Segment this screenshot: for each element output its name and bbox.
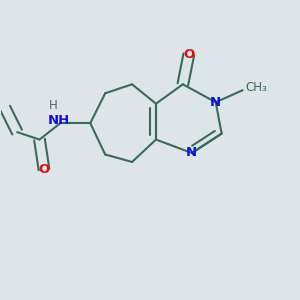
Text: O: O	[38, 163, 50, 176]
Text: CH₃: CH₃	[246, 81, 267, 94]
Text: N: N	[210, 96, 221, 109]
Text: NH: NH	[48, 114, 70, 127]
Text: H: H	[49, 99, 57, 112]
Text: O: O	[183, 48, 194, 61]
Text: N: N	[186, 146, 197, 160]
